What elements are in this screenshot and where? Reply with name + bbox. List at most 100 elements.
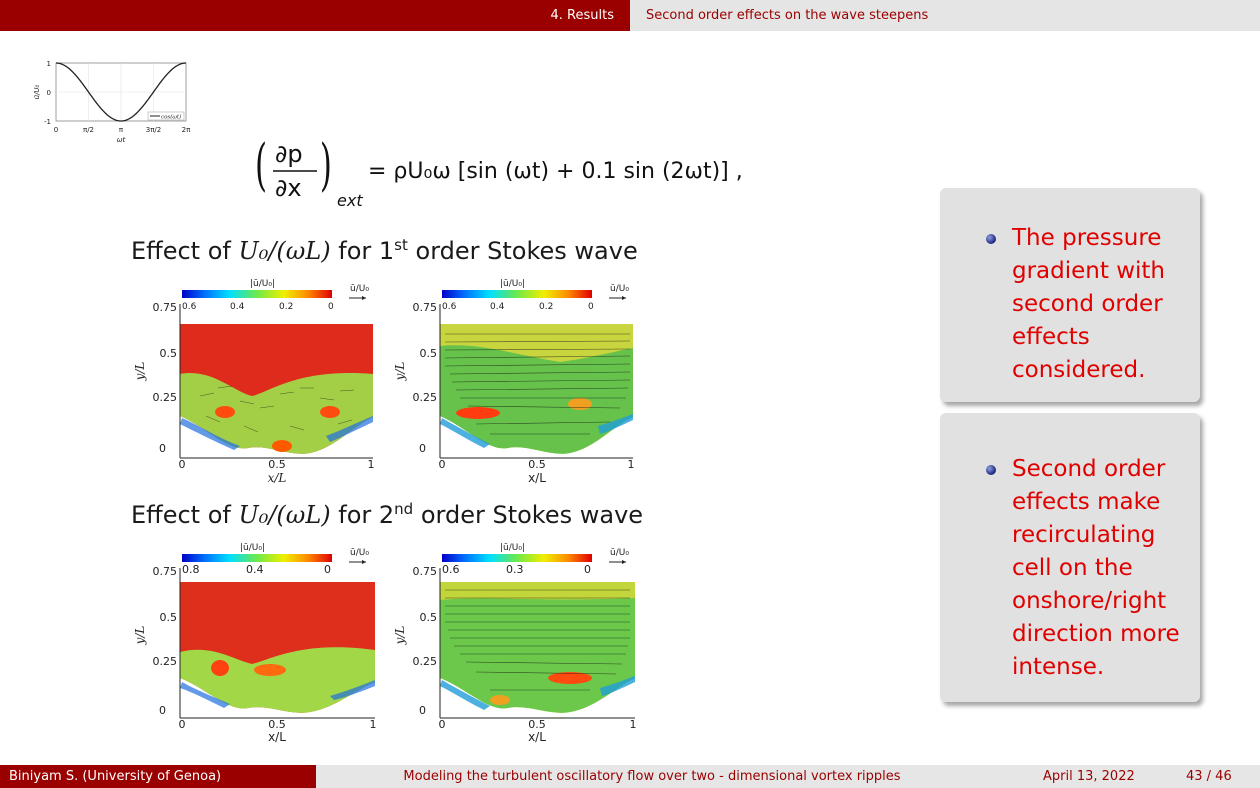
plot-xtick: 1 — [630, 718, 637, 731]
formula-numerator: ∂p — [275, 140, 303, 168]
inset-legend-label: cos(ωt) — [161, 114, 181, 121]
plot-ylabel: y/L — [133, 626, 147, 646]
plot-cbar-tick: 0 — [588, 302, 594, 312]
pressure-gradient-formula: ( ∂p ∂x ) ext = ρU₀ω [sin (ωt) + 0.1 sin… — [255, 132, 743, 210]
footer-author[interactable]: Biniyam S. (University of Genoa) — [0, 765, 316, 788]
plot-xtick: 1 — [370, 718, 377, 731]
inset-ylabel: ū/U₀ — [33, 84, 41, 99]
plot-cbar-tick: 0.6 — [182, 302, 197, 312]
plot-ylabel: y/L — [393, 362, 407, 382]
plot-cbar-tick: 0.6 — [442, 563, 460, 576]
note-box-second-order-effects: Second order effects make recirculating … — [940, 413, 1200, 702]
note-item: The pressure gradient with second order … — [940, 222, 1200, 387]
plot-xtick: 0 — [179, 458, 186, 471]
plot-ylabel: y/L — [393, 626, 407, 646]
footer-date: April 13, 2022 — [1043, 769, 1135, 784]
plot-xtick: 0.5 — [268, 458, 286, 471]
note-box-pressure-gradient: The pressure gradient with second order … — [940, 188, 1200, 402]
inset-line-cos — [55, 62, 187, 122]
plot-ylabel: y/L — [133, 362, 147, 382]
plot-xtick: 0.5 — [528, 718, 546, 731]
plot-cbar-tick: 0.8 — [182, 563, 200, 576]
plot-ytick: 0.75 — [153, 301, 178, 314]
plot-xlabel: x/L — [528, 730, 546, 744]
inset-xtick: π/2 — [83, 126, 94, 134]
inset-ytick: 0 — [47, 89, 51, 97]
inset-xtick: 0 — [54, 126, 58, 134]
plot-cbar-tick: 0.3 — [506, 563, 524, 576]
formula-denominator: ∂x — [275, 174, 302, 202]
inset-xtick: 3π/2 — [146, 126, 161, 134]
plot-cbar-tick: 0 — [328, 302, 334, 312]
plot-cbar-tick: 0.4 — [246, 563, 264, 576]
header-section[interactable]: 4. Results — [550, 8, 614, 23]
plot-cbar-tick: 0.2 — [539, 302, 553, 312]
plot-ytick: 0.25 — [413, 655, 438, 668]
header-subsection[interactable]: Second order effects on the wave steepen… — [630, 0, 1260, 31]
plot-arrow-label: ū/U₀ — [610, 284, 629, 294]
plot-xtick: 0.5 — [268, 718, 286, 731]
bullet-icon — [986, 234, 996, 244]
plot-xtick: 0.5 — [528, 458, 546, 471]
plot-ytick: 0.75 — [413, 565, 438, 578]
plot-ytick: 0.5 — [160, 347, 178, 360]
bullet-icon — [986, 465, 996, 475]
inset-xtick: π — [119, 126, 124, 134]
inset-xtick: 2π — [182, 126, 191, 134]
plot-ytick: 0.25 — [153, 655, 178, 668]
formula-subscript: ext — [337, 191, 363, 210]
footer-title[interactable]: Modeling the turbulent oscillatory flow … — [403, 769, 901, 784]
plot-xtick: 0 — [179, 718, 186, 731]
plot-cbar-title: |ū/U₀| — [250, 279, 275, 289]
plot-cbar-tick: 0 — [324, 563, 331, 576]
inset-ytick: 1 — [47, 60, 51, 68]
note-item: Second order effects make recirculating … — [940, 453, 1200, 684]
plot-cbar-title: |ū/U₀| — [500, 279, 525, 289]
plot-ytick: 0 — [419, 442, 426, 455]
plot-ytick: 0.75 — [413, 301, 438, 314]
svg-text:(: ( — [255, 132, 267, 198]
plot-xlabel: x/L — [528, 471, 546, 485]
plot-cbar-tick: 0.6 — [442, 302, 457, 312]
plot-cbar-title: |ū/U₀| — [500, 543, 525, 553]
flow-plot-1: |ū/U₀| 0.6 0.4 0.2 0 ū/U₀ 0.75 0.5 0.25 … — [133, 279, 375, 485]
footer-page-number: 43 / 46 — [1186, 769, 1232, 784]
section-heading-second-order: Effect of U₀/(ωL) for 2nd order Stokes w… — [131, 500, 644, 529]
inset-grid — [56, 63, 186, 121]
plot-ytick: 0 — [419, 704, 426, 717]
plot-ytick: 0.5 — [420, 611, 438, 624]
plot-xlabel: x/L — [268, 471, 287, 485]
inset-legend: cos(ωt) — [147, 111, 185, 121]
footer-bar: Biniyam S. (University of Genoa) Modelin… — [0, 765, 1260, 788]
plot-cbar-tick: 0.2 — [279, 302, 293, 312]
flow-plot-2: |ū/U₀| 0.6 0.4 0.2 0 ū/U₀ 0.75 0.5 0.25 … — [393, 279, 635, 485]
plot-arrow-label: ū/U₀ — [350, 284, 369, 294]
plot-ytick: 0 — [159, 704, 166, 717]
header-bar: 4. Results Second order effects on the w… — [0, 0, 1260, 31]
plot-ytick: 0.25 — [153, 391, 178, 404]
plot-cbar-tick: 0.4 — [230, 302, 245, 312]
plot-xtick: 0 — [439, 458, 446, 471]
plot-arrow-label: ū/U₀ — [610, 548, 629, 558]
inset-xlabel: ωt — [117, 136, 126, 144]
inset-ytick: -1 — [44, 118, 51, 126]
plot-cbar-title: |ū/U₀| — [240, 543, 265, 553]
plot-ytick: 0.5 — [420, 347, 438, 360]
plot-ytick: 0 — [159, 442, 166, 455]
plot-ytick: 0.5 — [160, 611, 178, 624]
plot-xtick: 1 — [368, 458, 375, 471]
plot-cbar-tick: 0 — [584, 563, 591, 576]
inset-cos-plot: 1 0 -1 0 π/2 π 3π/2 2π ωt ū/U₀ cos(ωt) — [33, 60, 191, 144]
plot-cbar-tick: 0.4 — [490, 302, 505, 312]
section-heading-first-order: Effect of U₀/(ωL) for 1st order Stokes w… — [131, 236, 638, 265]
plot-ytick: 0.75 — [153, 565, 178, 578]
plot-arrow-label: ū/U₀ — [350, 548, 369, 558]
formula-rhs: = ρU₀ω [sin (ωt) + 0.1 sin (2ωt)] , — [368, 159, 743, 184]
plot-xtick: 1 — [628, 458, 635, 471]
svg-text:): ) — [320, 132, 332, 198]
plot-xtick: 0 — [439, 718, 446, 731]
plot-ytick: 0.25 — [413, 391, 438, 404]
plot-xlabel: x/L — [268, 730, 286, 744]
flow-plot-4: |ū/U₀| 0.6 0.3 0 ū/U₀ 0.75 0.5 0.25 0 0 … — [393, 543, 637, 744]
flow-plot-3: |ū/U₀| 0.8 0.4 0 ū/U₀ 0.75 0.5 0.25 0 0 … — [133, 543, 377, 744]
